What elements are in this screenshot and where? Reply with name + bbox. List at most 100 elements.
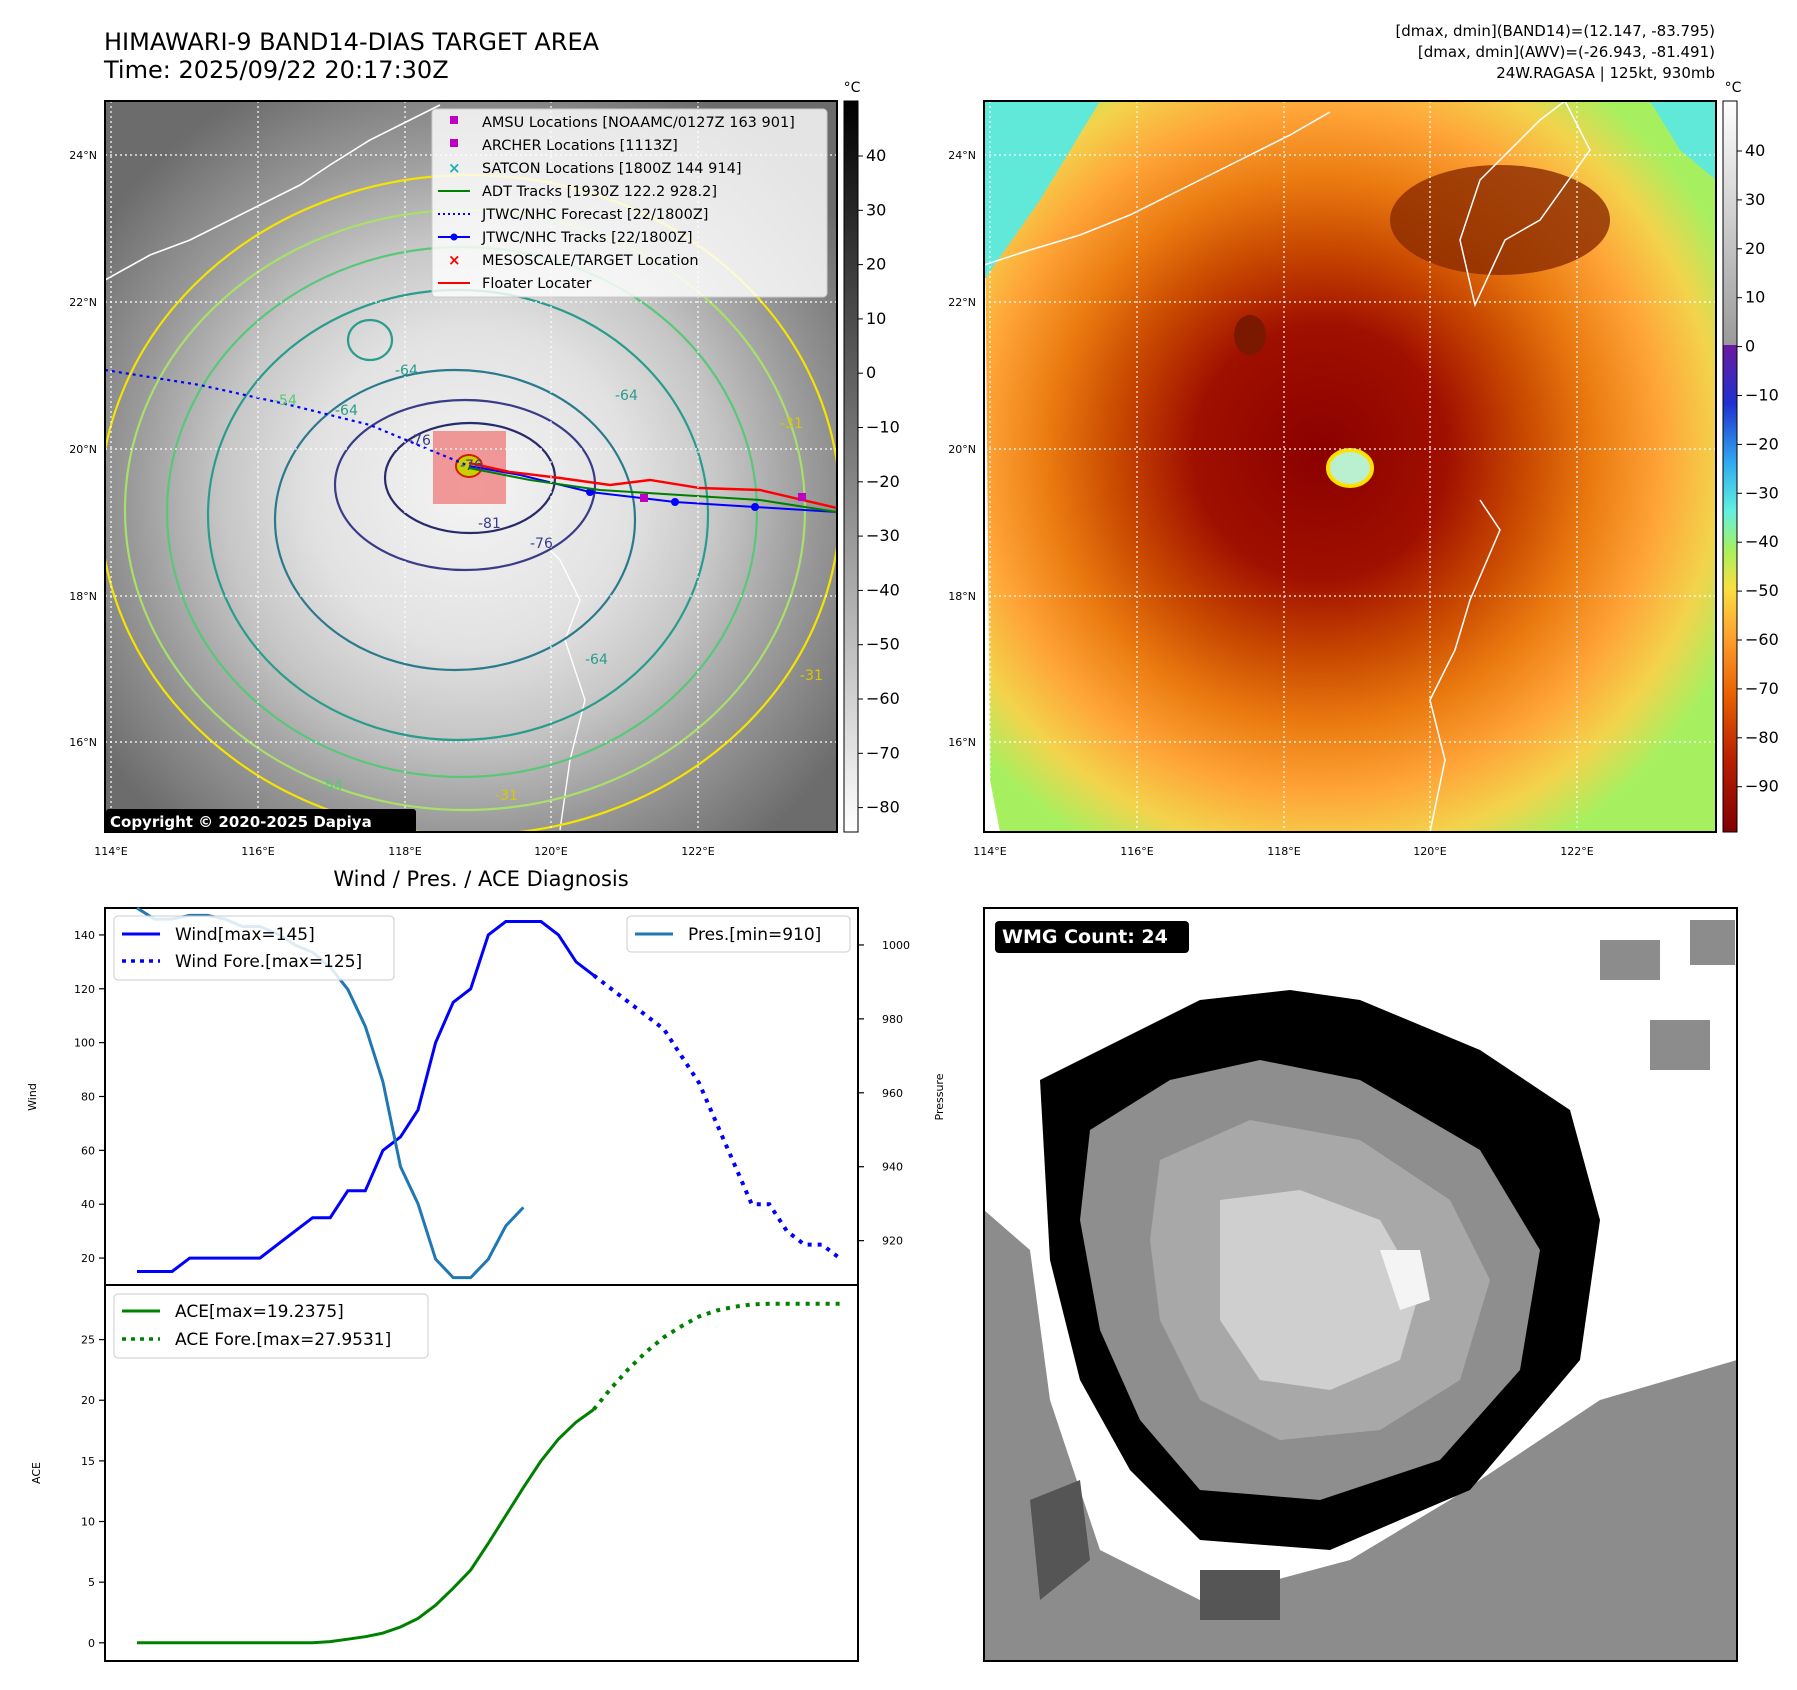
wmg-frame <box>983 907 1738 1662</box>
right-coastline-luzon <box>1429 499 1501 832</box>
pres-ytick-label: 980 <box>882 1013 903 1026</box>
lon-label: 114°E <box>973 845 1006 858</box>
pres-legend-label: Pres.[min=910] <box>688 925 821 945</box>
colorbar-tick-label: −10 <box>866 418 900 437</box>
ace-legend-box <box>113 1293 429 1359</box>
contour-label: -64 <box>395 363 418 379</box>
colorbar-tick-label: −70 <box>866 743 900 762</box>
coastline-china <box>105 104 441 281</box>
jtwc-point-2 <box>671 498 679 506</box>
wmg-gray-patch-2 <box>1650 1020 1710 1070</box>
pres-ytick-label: 1000 <box>882 939 910 952</box>
colorbar-tick-label: 0 <box>866 363 876 382</box>
lat-label: 24°N <box>948 149 976 162</box>
wind-forecast-legend-label: Wind Fore.[max=125] <box>175 952 362 972</box>
lat-label: 24°N <box>69 149 97 162</box>
right-colorbar-warm <box>1723 101 1737 345</box>
amsu-marker <box>798 493 806 501</box>
wind-legend-box <box>113 915 395 981</box>
legend-box <box>431 108 828 298</box>
legend-archer-icon <box>450 139 458 147</box>
colorbar-tick-label: −40 <box>1745 532 1779 551</box>
map-legend: AMSU Locations [NOAAMC/0127Z 163 901] AR… <box>431 108 828 298</box>
cold-corner-nw <box>984 101 1100 280</box>
wind-series-line-0 <box>137 920 595 1273</box>
contour-label: -54 <box>274 393 297 409</box>
contour-label: -31 <box>800 668 823 684</box>
lon-label: 120°E <box>534 845 567 858</box>
right-map-frame <box>983 100 1717 833</box>
contour-blue-teal <box>273 368 637 672</box>
contour-label: -76 <box>408 433 431 449</box>
diagnosis-title: Wind / Pres. / ACE Diagnosis <box>333 867 628 891</box>
right-colorbar-cold <box>1723 345 1737 832</box>
colorbar-tick-label: 30 <box>1745 190 1765 209</box>
jtwc-point-1 <box>586 488 594 496</box>
legend-floater: Floater Locater <box>482 276 591 292</box>
colorbar-tick-label: −50 <box>1745 581 1779 600</box>
contour-76 <box>333 398 597 572</box>
pres-ytick-label: 940 <box>882 1161 903 1174</box>
contour-label: -76 <box>460 458 483 474</box>
lon-label: 122°E <box>681 845 714 858</box>
lat-label: 20°N <box>69 443 97 456</box>
colorbar-tick-label: −90 <box>1745 777 1779 796</box>
lon-label: 122°E <box>1560 845 1593 858</box>
right-colorbar-unit: °C <box>1725 80 1742 96</box>
colorbar-tick-label: 20 <box>866 255 886 274</box>
wind-ytick-label: 40 <box>81 1198 95 1211</box>
lon-label: 114°E <box>94 845 127 858</box>
left-colorbar-ticks: 40 30 20 10 0 −10 −20 −30 −40 −50 −60 −70 −80 <box>858 146 900 817</box>
legend-archer: ARCHER Locations [1113Z] <box>482 138 678 154</box>
pressure-axis: 920 940 960 980 1000 <box>858 939 910 1248</box>
colorbar-tick-label: −60 <box>1745 630 1779 649</box>
wind-legend-label: Wind[max=145] <box>175 925 315 945</box>
ace-forecast-legend-label: ACE Fore.[max=27.9531] <box>175 1330 391 1350</box>
colorbar-tick-label: −50 <box>866 635 900 654</box>
ace-legend-label: ACE[max=19.2375] <box>175 1302 344 1322</box>
right-colorbar-ticks: 40 30 20 10 0 −10 −20 −30 −40 −50 −60 −70 −80 −90 <box>1737 141 1779 796</box>
right-coastline-china <box>984 111 1331 266</box>
colorbar-tick-label: −80 <box>1745 728 1779 747</box>
lat-label: 16°N <box>69 736 97 749</box>
ace-ytick-label: 5 <box>88 1576 95 1589</box>
colorbar-tick-label: −30 <box>866 526 900 545</box>
colorbar-tick-label: 40 <box>866 146 886 165</box>
ace-ytick-label: 20 <box>81 1394 95 1407</box>
right-map-grid <box>984 101 1716 832</box>
wmg-gray-patch <box>1600 940 1660 980</box>
legend-adt: ADT Tracks [1930Z 122.2 928.2] <box>482 184 717 200</box>
legend-forecast: JTWC/NHC Forecast [22/1800Z] <box>481 207 708 223</box>
wmg-gray-patch-3 <box>1690 920 1735 965</box>
copyright-text: Copyright © 2020-2025 Dapiya <box>110 813 372 831</box>
legend-tracks: JTWC/NHC Tracks [22/1800Z] <box>481 230 693 246</box>
colorbar-tick-label: −40 <box>866 580 900 599</box>
colorbar-tick-label: 10 <box>1745 288 1765 307</box>
jtwc-track <box>468 465 837 513</box>
left-map-frame <box>104 100 838 833</box>
ace-ytick-label: 25 <box>81 1334 95 1347</box>
wmg-dark-patch <box>1030 1480 1090 1600</box>
colorbar-tick-label: −20 <box>1745 434 1779 453</box>
colorbar-tick-label: 30 <box>866 200 886 219</box>
lon-label: 118°E <box>388 845 421 858</box>
contour-label: -81 <box>478 516 501 532</box>
figure-title-line2: Time: 2025/09/22 20:17:30Z <box>104 56 449 84</box>
legend-tracks-dot <box>450 233 458 241</box>
ace-ytick-label: 15 <box>81 1455 95 1468</box>
right-colorbar-frame <box>1722 100 1738 833</box>
lon-label: 120°E <box>1413 845 1446 858</box>
cold-corner-ne <box>1650 101 1716 180</box>
colorbar-tick-label: −20 <box>866 472 900 491</box>
legend-satcon-icon: × <box>448 159 461 177</box>
contour-label: -31 <box>780 416 803 432</box>
info-line1: [dmax, dmin](BAND14)=(12.147, -83.795) <box>1395 22 1715 40</box>
colorbar-tick-label: −10 <box>1745 386 1779 405</box>
contour-labels: -76 -81 -76 -64 -64 -54 -64 -31 -31 -54 … <box>274 363 823 804</box>
wind-ytick-label: 20 <box>81 1252 95 1265</box>
contour-label: -31 <box>495 788 518 804</box>
left-map: -76 -81 -76 -64 -64 -54 -64 -31 -31 -54 … <box>69 80 900 858</box>
contour-label: -64 <box>335 403 358 419</box>
colorbar-tick-label: −80 <box>866 798 900 817</box>
wmg-outer-gray <box>984 1210 1737 1661</box>
